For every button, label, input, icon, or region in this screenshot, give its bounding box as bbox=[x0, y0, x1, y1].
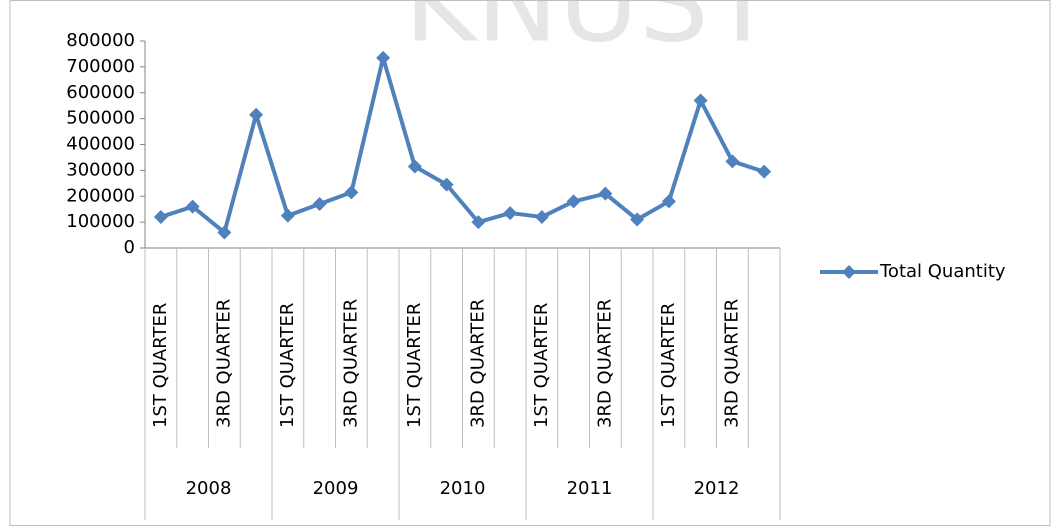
x-tick-label: 1ST QUARTER bbox=[277, 303, 298, 428]
year-label: 2010 bbox=[440, 478, 486, 499]
y-tick-label: 700000 bbox=[66, 56, 135, 77]
x-tick-label: 1ST QUARTER bbox=[404, 303, 425, 428]
year-label: 2011 bbox=[567, 478, 613, 499]
marker bbox=[471, 215, 486, 230]
x-tick-label: 3RD QUARTER bbox=[721, 299, 742, 428]
legend-label: Total Quantity bbox=[879, 261, 1006, 282]
marker bbox=[407, 159, 422, 174]
marker bbox=[757, 164, 772, 179]
marker bbox=[280, 208, 295, 223]
y-tick-label: 400000 bbox=[66, 134, 135, 155]
y-tick-label: 100000 bbox=[66, 211, 135, 232]
marker bbox=[312, 197, 327, 212]
y-tick-label: 600000 bbox=[66, 82, 135, 103]
marker bbox=[344, 185, 359, 200]
marker bbox=[693, 93, 708, 108]
x-tick-label: 1ST QUARTER bbox=[658, 303, 679, 428]
marker bbox=[661, 194, 676, 209]
marker bbox=[534, 209, 549, 224]
marker bbox=[598, 186, 613, 201]
marker bbox=[725, 154, 740, 169]
year-label: 2009 bbox=[313, 478, 359, 499]
x-tick-label: 3RD QUARTER bbox=[340, 299, 361, 428]
marker bbox=[439, 177, 454, 192]
marker bbox=[376, 50, 391, 65]
year-label: 2012 bbox=[694, 478, 740, 499]
marker bbox=[566, 194, 581, 209]
marker bbox=[503, 206, 518, 221]
marker bbox=[630, 212, 645, 227]
marker bbox=[153, 209, 168, 224]
y-tick-label: 300000 bbox=[66, 159, 135, 180]
y-tick-label: 800000 bbox=[66, 30, 135, 51]
marker bbox=[217, 225, 232, 240]
x-tick-label: 1ST QUARTER bbox=[531, 303, 552, 428]
year-label: 2008 bbox=[186, 478, 232, 499]
marker bbox=[249, 107, 264, 122]
x-tick-label: 3RD QUARTER bbox=[213, 299, 234, 428]
x-tick-label: 3RD QUARTER bbox=[594, 299, 615, 428]
x-tick-label: 1ST QUARTER bbox=[150, 303, 171, 428]
line bbox=[160, 55, 765, 235]
watermark: KNUST bbox=[404, 0, 777, 66]
x-tick-label: 3RD QUARTER bbox=[467, 299, 488, 428]
y-tick-label: 0 bbox=[124, 237, 135, 258]
y-tick-label: 500000 bbox=[66, 108, 135, 129]
marker bbox=[185, 199, 200, 214]
legend-marker bbox=[842, 265, 856, 279]
y-tick-label: 200000 bbox=[66, 185, 135, 206]
